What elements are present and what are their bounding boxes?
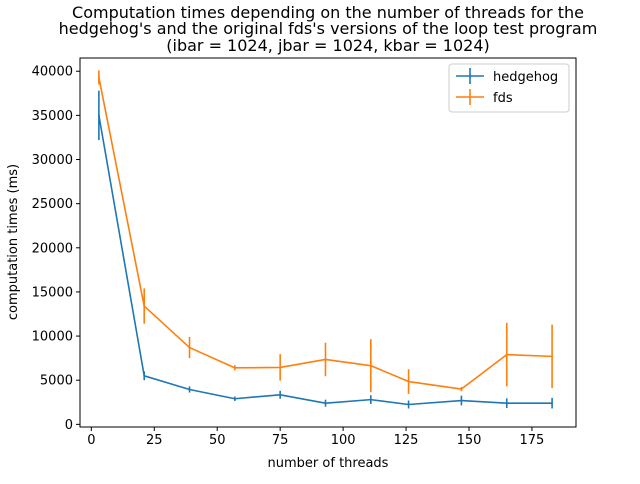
y-tick-label: 15000 [32,285,73,300]
data-point-hedgehog [324,402,327,405]
data-point-fds [143,305,146,307]
y-tick-label: 10000 [32,330,73,345]
data-point-fds [369,364,372,367]
data-point-hedgehog [407,403,410,406]
data-point-hedgehog [551,402,553,405]
y-tick-label: 35000 [32,109,73,124]
y-tick-label: 5000 [40,374,73,389]
data-point-hedgehog [97,114,100,117]
x-tick-label: 125 [394,433,419,448]
chart-title: Computation times depending on the numbe… [59,3,598,55]
axis-ticks: 0 25 50 75 100 125 150 175 0 5000 10000 15000 20000 2… [32,65,545,448]
y-tick-label: 20000 [32,241,73,256]
y-axis-label: computation times (ms) [6,164,21,320]
data-point-hedgehog [460,399,463,402]
data-point-hedgehog [369,398,372,401]
x-axis-label: number of threads [268,456,389,471]
legend: hedgehog fds [448,63,570,113]
legend-label-fds: fds [493,91,513,106]
legend-label-hedgehog: hedgehog [493,70,558,85]
data-point-hedgehog [143,374,146,377]
chart-title-line-2: hedgehog's and the original fds's versio… [59,19,598,38]
data-point-fds [551,355,553,358]
data-point-fds [505,353,508,356]
y-tick-label: 30000 [32,153,73,168]
x-tick-label: 0 [87,433,95,448]
data-point-hedgehog [505,402,508,405]
data-point-fds [279,366,282,369]
y-tick-label: 0 [65,418,73,433]
data-point-fds [324,358,327,361]
data-point-fds [460,388,463,390]
y-tick-label: 40000 [32,65,73,80]
data-point-fds [407,380,410,383]
x-tick-label: 75 [272,433,289,448]
data-point-fds [188,346,191,349]
x-tick-label: 25 [146,433,163,448]
data-point-hedgehog [188,388,191,391]
data-point-hedgehog [233,397,236,400]
data-point-fds [233,366,236,369]
data-point-hedgehog [279,393,282,396]
data-point-fds [97,76,100,79]
chart-title-line-3: (ibar = 1024, jbar = 1024, kbar = 1024) [166,36,490,55]
x-tick-label: 150 [457,433,482,448]
plot-area-frame [79,57,577,428]
x-tick-label: 175 [520,433,545,448]
x-tick-label: 100 [331,433,356,448]
series-hedgehog [97,90,553,409]
chart-title-line-1: Computation times depending on the numbe… [72,3,584,22]
y-tick-label: 25000 [32,197,73,212]
x-tick-label: 50 [209,433,226,448]
series-fds [97,70,553,394]
data-series [97,70,553,409]
